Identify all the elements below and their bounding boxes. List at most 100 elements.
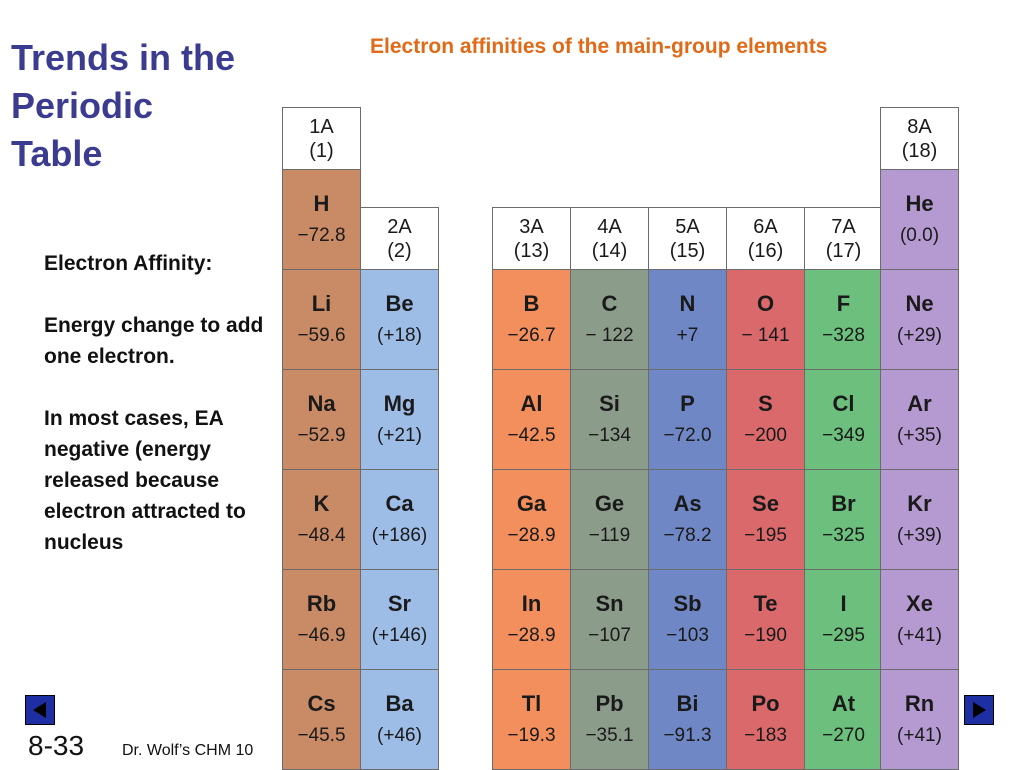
group-header: 7A (17) (804, 207, 883, 270)
electron-affinity-value: −190 (744, 624, 787, 646)
electron-affinity-value: −91.3 (663, 724, 712, 746)
element-cell: Mg (+21) (360, 369, 439, 470)
element-cell: Rn (+41) (880, 669, 959, 770)
electron-affinity-value: −325 (822, 524, 865, 546)
group-number: (2) (387, 239, 412, 262)
element-cell: P −72.0 (648, 369, 727, 470)
element-symbol: He (905, 190, 934, 216)
element-symbol: Al (520, 390, 543, 416)
electron-affinity-value: − 141 (741, 324, 790, 346)
element-symbol: I (840, 590, 847, 616)
element-symbol: Cl (832, 390, 855, 416)
element-cell: Te −190 (726, 569, 805, 670)
group-label: 3A (519, 215, 544, 238)
group-label: 7A (831, 215, 856, 238)
element-cell: N +7 (648, 269, 727, 370)
electron-affinity-value: −103 (666, 624, 709, 646)
group-header: 1A (1) (282, 107, 361, 170)
element-cell: Ne (+29) (880, 269, 959, 370)
element-symbol: Tl (521, 690, 542, 716)
element-cell: Ar (+35) (880, 369, 959, 470)
body-heading: Electron Affinity: (44, 252, 213, 275)
electron-affinity-value: −134 (588, 424, 631, 446)
body-definition: Energy change to add one electron. (44, 314, 264, 368)
electron-affinity-value: −195 (744, 524, 787, 546)
group-label: 6A (753, 215, 778, 238)
element-symbol: P (680, 390, 695, 416)
electron-affinity-value: −28.9 (507, 524, 556, 546)
next-slide-button[interactable] (964, 695, 994, 725)
element-cell: H −72.8 (282, 169, 361, 270)
electron-affinity-value: −19.3 (507, 724, 556, 746)
electron-affinity-value: −72.0 (663, 424, 712, 446)
slide-number: 8-33 (28, 730, 85, 761)
electron-affinity-value: (+186) (371, 524, 428, 546)
group-number: (16) (747, 239, 784, 262)
group-label: 4A (597, 215, 622, 238)
group-number: (17) (825, 239, 862, 262)
electron-affinity-value: − 122 (585, 324, 634, 346)
element-cell: Sr (+146) (360, 569, 439, 670)
electron-affinity-value: (+41) (897, 624, 942, 646)
element-cell: I −295 (804, 569, 883, 670)
electron-affinity-value: −200 (744, 424, 787, 446)
element-symbol: Sn (595, 590, 624, 616)
element-cell: Sn −107 (570, 569, 649, 670)
electron-affinity-value: −26.7 (507, 324, 556, 346)
element-symbol: Li (311, 290, 332, 316)
element-cell: B −26.7 (492, 269, 571, 370)
element-cell: Be (+18) (360, 269, 439, 370)
element-symbol: C (601, 290, 618, 316)
element-symbol: Po (751, 690, 780, 716)
triangle-left-icon (33, 702, 46, 718)
electron-affinity-value: −349 (822, 424, 865, 446)
element-cell: Tl −19.3 (492, 669, 571, 770)
element-cell: Si −134 (570, 369, 649, 470)
element-symbol: Pb (595, 690, 624, 716)
electron-affinity-value: −42.5 (507, 424, 556, 446)
triangle-right-icon (973, 702, 986, 718)
element-symbol: O (756, 290, 775, 316)
electron-affinity-value: (+146) (371, 624, 428, 646)
element-cell: At −270 (804, 669, 883, 770)
element-symbol: Na (307, 390, 336, 416)
element-symbol: Rn (904, 690, 935, 716)
element-cell: Cs −45.5 (282, 669, 361, 770)
element-cell: S −200 (726, 369, 805, 470)
element-symbol: Ca (385, 490, 414, 516)
body-explanation: In most cases, EA negative (energy relea… (44, 407, 246, 554)
element-cell: In −28.9 (492, 569, 571, 670)
element-cell: C − 122 (570, 269, 649, 370)
element-symbol: Te (753, 590, 778, 616)
element-symbol: Be (385, 290, 414, 316)
element-cell: He (0.0) (880, 169, 959, 270)
electron-affinity-value: −72.8 (297, 224, 346, 246)
element-cell: O − 141 (726, 269, 805, 370)
element-symbol: F (836, 290, 851, 316)
element-symbol: Ge (594, 490, 625, 516)
electron-affinity-value: (+21) (377, 424, 422, 446)
footer-text: Dr. Wolf’s CHM 10 (122, 742, 254, 759)
group-header: 4A (14) (570, 207, 649, 270)
electron-affinity-value: −270 (822, 724, 865, 746)
element-symbol: Si (599, 390, 620, 416)
previous-slide-button[interactable] (25, 695, 55, 725)
electron-affinity-value: −119 (588, 524, 631, 546)
element-cell: Ga −28.9 (492, 469, 571, 570)
element-symbol: B (523, 290, 540, 316)
element-symbol: Ga (516, 490, 547, 516)
group-number: (13) (513, 239, 550, 262)
element-cell: Bi −91.3 (648, 669, 727, 770)
electron-affinity-value: −52.9 (297, 424, 346, 446)
element-cell: Br −325 (804, 469, 883, 570)
element-cell: Na −52.9 (282, 369, 361, 470)
element-symbol: Ne (905, 290, 934, 316)
element-cell: F −328 (804, 269, 883, 370)
group-header: 6A (16) (726, 207, 805, 270)
group-header: 3A (13) (492, 207, 571, 270)
element-cell: Xe (+41) (880, 569, 959, 670)
electron-affinity-value: −48.4 (297, 524, 346, 546)
element-symbol: Mg (383, 390, 416, 416)
element-symbol: Kr (907, 490, 932, 516)
group-label: 1A (309, 115, 334, 138)
